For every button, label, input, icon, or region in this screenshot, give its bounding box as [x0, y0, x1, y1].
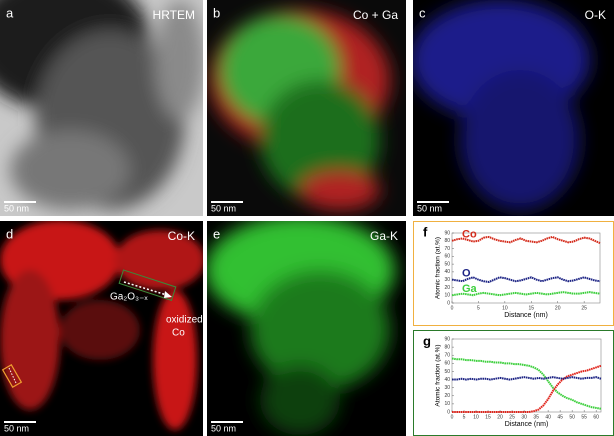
- x-tick-label: 15: [529, 305, 535, 311]
- panel-letter: f: [423, 224, 428, 239]
- data-line: [451, 357, 602, 410]
- panel-letter: a: [6, 5, 14, 20]
- y-tick-label: 90: [444, 336, 450, 342]
- plot-area: [451, 338, 602, 413]
- x-tick-label: 0: [451, 414, 454, 420]
- hrtem-image: [0, 0, 203, 216]
- x-tick-label: 50: [569, 414, 575, 420]
- panel-label: HRTEM: [153, 8, 195, 22]
- x-tick-label: 35: [533, 414, 539, 420]
- annotation: Ga₂O₃₋ₓ: [110, 292, 148, 303]
- o-map: [413, 0, 614, 216]
- y-tick-label: 0: [447, 300, 450, 306]
- x-axis-label: Distance (nm): [504, 312, 548, 319]
- scale-label: 50 nm: [211, 423, 236, 433]
- x-tick-label: 45: [557, 414, 563, 420]
- y-axis-label: Atomic fraction (at.%): [435, 344, 442, 406]
- y-tick-label: 50: [444, 369, 450, 375]
- y-tick-label: 10: [444, 401, 450, 407]
- series-label: Co: [462, 229, 477, 241]
- y-tick-label: 70: [444, 353, 450, 359]
- co-map: [0, 221, 203, 436]
- panel-letter: g: [423, 333, 431, 348]
- x-tick-label: 10: [502, 305, 508, 311]
- y-tick-label: 60: [444, 254, 450, 260]
- annotation: oxidized: [166, 315, 203, 326]
- x-tick-label: 25: [509, 414, 515, 420]
- data-line: [451, 235, 601, 245]
- data-line: [452, 364, 602, 413]
- x-tick-label: 25: [581, 305, 587, 311]
- x-tick-label: 0: [451, 305, 454, 311]
- x-axis-label: Distance (nm): [505, 421, 549, 428]
- x-tick-label: 15: [485, 414, 491, 420]
- y-tick-label: 40: [444, 269, 450, 275]
- y-tick-label: 90: [444, 230, 450, 236]
- panel-letter: d: [6, 226, 13, 241]
- co-ga-map: [207, 0, 406, 216]
- y-axis-label: Atomic fraction (at.%): [435, 237, 442, 299]
- data-line: [451, 276, 601, 284]
- y-tick-label: 80: [444, 238, 450, 244]
- panel-letter: e: [213, 226, 220, 241]
- x-tick-label: 5: [477, 305, 480, 311]
- data-line: [451, 291, 601, 297]
- panel-label: Co-K: [168, 229, 195, 243]
- x-tick-label: 30: [521, 414, 527, 420]
- panel-label: Co + Ga: [353, 8, 398, 22]
- x-tick-label: 20: [555, 305, 561, 311]
- ga-map: [207, 221, 406, 436]
- plot-area: [451, 232, 601, 304]
- y-tick-label: 40: [444, 377, 450, 383]
- x-tick-label: 20: [497, 414, 503, 420]
- y-tick-label: 0: [447, 409, 450, 415]
- panel-label: O-K: [585, 8, 606, 22]
- y-tick-label: 20: [444, 393, 450, 399]
- panel-letter: c: [419, 5, 426, 20]
- scale-label: 50 nm: [4, 423, 29, 433]
- panel-letter: b: [213, 5, 220, 20]
- x-tick-label: 55: [581, 414, 587, 420]
- y-tick-label: 50: [444, 261, 450, 267]
- x-tick-label: 60: [593, 414, 599, 420]
- y-tick-label: 30: [444, 385, 450, 391]
- y-tick-label: 30: [444, 277, 450, 283]
- y-tick-label: 20: [444, 285, 450, 291]
- data-line: [452, 376, 602, 381]
- y-tick-label: 60: [444, 361, 450, 367]
- scale-label: 50 nm: [4, 203, 29, 213]
- scale-label: 50 nm: [211, 203, 236, 213]
- x-tick-label: 10: [473, 414, 479, 420]
- panel-label: Ga-K: [370, 229, 398, 243]
- series-label: Ga: [462, 283, 478, 295]
- y-tick-label: 10: [444, 293, 450, 299]
- series-label: O: [462, 268, 471, 280]
- x-tick-label: 40: [545, 414, 551, 420]
- x-tick-label: 5: [463, 414, 466, 420]
- chart-frame: [413, 330, 614, 436]
- scale-label: 50 nm: [417, 203, 442, 213]
- y-tick-label: 80: [444, 344, 450, 350]
- annotation: Co: [172, 328, 185, 339]
- y-tick-label: 70: [444, 246, 450, 252]
